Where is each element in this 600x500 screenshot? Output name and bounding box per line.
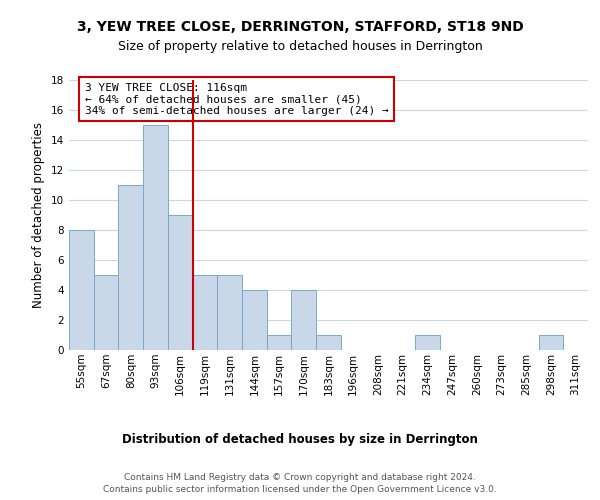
Text: 3, YEW TREE CLOSE, DERRINGTON, STAFFORD, ST18 9ND: 3, YEW TREE CLOSE, DERRINGTON, STAFFORD,… [77, 20, 523, 34]
Bar [316, 335, 341, 350]
Bar [118, 185, 143, 350]
Bar [69, 230, 94, 350]
Bar [242, 290, 267, 350]
Bar [193, 275, 217, 350]
Text: Distribution of detached houses by size in Derrington: Distribution of detached houses by size … [122, 432, 478, 446]
Bar [94, 275, 118, 350]
Bar [168, 215, 193, 350]
Bar [217, 275, 242, 350]
Text: Contains HM Land Registry data © Crown copyright and database right 2024.: Contains HM Land Registry data © Crown c… [124, 472, 476, 482]
Bar [292, 290, 316, 350]
Bar [539, 335, 563, 350]
Text: 3 YEW TREE CLOSE: 116sqm
← 64% of detached houses are smaller (45)
34% of semi-d: 3 YEW TREE CLOSE: 116sqm ← 64% of detach… [85, 82, 388, 116]
Bar [267, 335, 292, 350]
Bar [415, 335, 440, 350]
Bar [143, 125, 168, 350]
Text: Size of property relative to detached houses in Derrington: Size of property relative to detached ho… [118, 40, 482, 53]
Y-axis label: Number of detached properties: Number of detached properties [32, 122, 46, 308]
Text: Contains public sector information licensed under the Open Government Licence v3: Contains public sector information licen… [103, 485, 497, 494]
